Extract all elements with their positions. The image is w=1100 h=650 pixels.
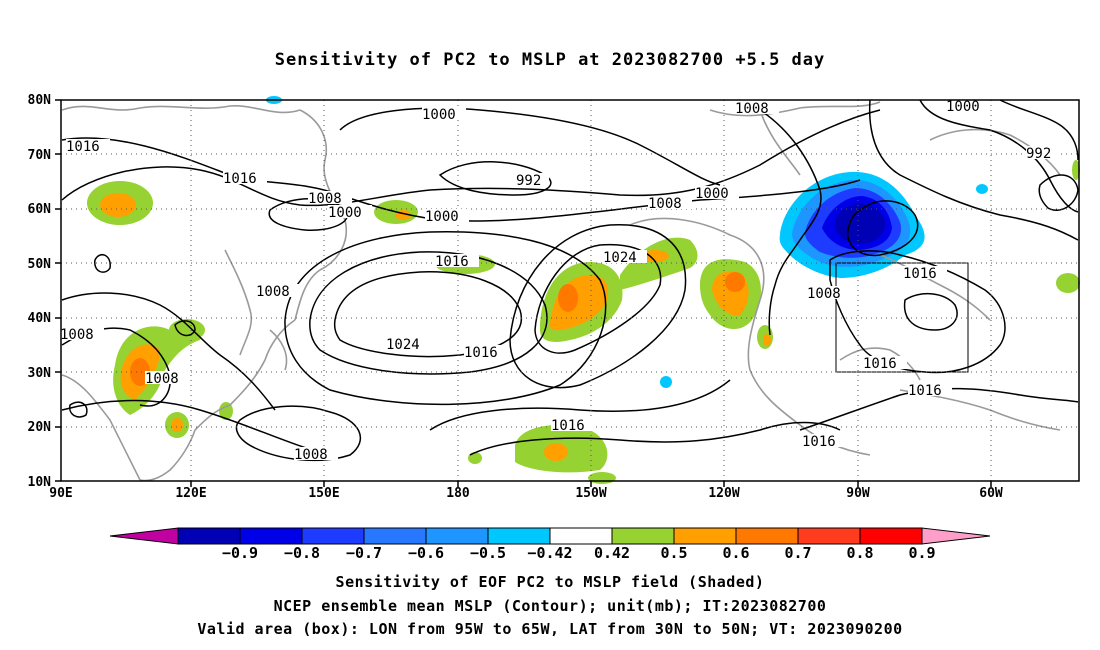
- lon-label: 60W: [979, 486, 1003, 501]
- colorbar-label: 0.7: [784, 544, 811, 562]
- lon-label: 90W: [846, 486, 870, 501]
- caption-line-3: Valid area (box): LON from 95W to 65W, L…: [197, 620, 903, 638]
- colorbar-box: [735, 527, 799, 545]
- caption-line-1: Sensitivity of EOF PC2 to MSLP field (Sh…: [335, 573, 765, 591]
- colorbar-box: [549, 527, 613, 545]
- lon-label: 120E: [175, 486, 206, 501]
- contour-label: 1000: [422, 107, 456, 123]
- caption-line-2: NCEP ensemble mean MSLP (Contour); unit(…: [273, 597, 827, 615]
- contour-label: 1016: [863, 356, 897, 372]
- colorbar-box: [797, 527, 861, 545]
- colorbar-box: [177, 527, 241, 545]
- colorbar-label: 0.9: [908, 544, 935, 562]
- contour-label: 1016: [435, 254, 469, 270]
- colorbar-box: [239, 527, 303, 545]
- map-frame: [60, 99, 1080, 482]
- colorbar-boxes: [177, 527, 923, 545]
- lat-label: 20N: [28, 420, 52, 435]
- lon-ticks: [190, 481, 992, 487]
- contour-label: 1008: [735, 101, 769, 117]
- contour-label: 1016: [903, 266, 937, 282]
- colorbar-low-triangle: [109, 527, 179, 545]
- contour-label: 1008: [308, 191, 342, 207]
- lat-label: 80N: [28, 93, 52, 108]
- contour-label: 1024: [603, 250, 637, 266]
- colorbar-box: [859, 527, 923, 545]
- contour-label: 1024: [386, 337, 420, 353]
- contour-label: 1000: [946, 99, 980, 115]
- contour-label: 1008: [60, 327, 94, 343]
- colorbar-box: [301, 527, 365, 545]
- contour-label: 1008: [256, 284, 290, 300]
- lon-label: 90E: [49, 486, 72, 501]
- contour-label: 1016: [551, 418, 585, 434]
- lat-label: 60N: [28, 202, 52, 217]
- contour-label: 1016: [802, 434, 836, 450]
- contour-label: 1008: [807, 286, 841, 302]
- colorbar-high-triangle: [921, 527, 991, 545]
- colorbar-label: −0.6: [408, 544, 444, 562]
- contour-label: 1000: [425, 209, 459, 225]
- colorbar-label: 0.8: [846, 544, 873, 562]
- lon-axis: 90E 120E 150E 180 150W 120W 90W 60W: [49, 486, 1003, 501]
- colorbar-label: −0.5: [470, 544, 506, 562]
- lon-label: 120W: [708, 486, 739, 501]
- contour-labels: 1016 1016 1008 1000 1000 992 1000 1008 1…: [60, 99, 1059, 463]
- colorbar-box: [363, 527, 427, 545]
- lat-axis: 80N 70N 60N 50N 40N 30N 20N 10N: [28, 93, 52, 490]
- colorbar-box: [425, 527, 489, 545]
- colorbar-labels: −0.9 −0.8 −0.7 −0.6 −0.5 −0.42 0.42 0.5 0.6 0.7 0.…: [222, 544, 936, 562]
- colorbar-label: 0.42: [594, 544, 630, 562]
- colorbar-box: [611, 527, 675, 545]
- contour-label: 1016: [908, 383, 942, 399]
- contour-label: 1016: [223, 171, 257, 187]
- colorbar-label: −0.42: [527, 544, 572, 562]
- colorbar: −0.9 −0.8 −0.7 −0.6 −0.5 −0.42 0.42 0.5 0.6 0.7 0.…: [109, 527, 991, 562]
- colorbar-label: −0.7: [346, 544, 382, 562]
- colorbar-label: −0.9: [222, 544, 258, 562]
- lon-label: 180: [446, 486, 470, 501]
- colorbar-label: 0.6: [722, 544, 749, 562]
- contour-label: 1000: [328, 205, 362, 221]
- lat-label: 40N: [28, 311, 52, 326]
- lat-label: 50N: [28, 257, 52, 272]
- colorbar-box: [673, 527, 737, 545]
- contour-label: 1008: [648, 196, 682, 212]
- contour-label: 1000: [695, 186, 729, 202]
- contour-label: 992: [1026, 146, 1051, 162]
- grid-lines: [61, 100, 1079, 481]
- contour-label: 1008: [145, 371, 179, 387]
- plot-title: Sensitivity of PC2 to MSLP at 2023082700…: [274, 50, 826, 70]
- lon-label: 150E: [308, 486, 339, 501]
- lat-label: 10N: [28, 475, 52, 490]
- contour-label: 1016: [464, 345, 498, 361]
- lon-label: 150W: [575, 486, 606, 501]
- contour-label: 1016: [66, 139, 100, 155]
- colorbar-label: −0.8: [284, 544, 320, 562]
- lat-label: 70N: [28, 148, 52, 163]
- lat-ticks: [55, 99, 61, 482]
- lat-label: 30N: [28, 366, 52, 381]
- contour-label: 992: [516, 173, 541, 189]
- colorbar-box: [487, 527, 551, 545]
- colorbar-label: 0.5: [660, 544, 687, 562]
- contour-label: 1008: [294, 447, 328, 463]
